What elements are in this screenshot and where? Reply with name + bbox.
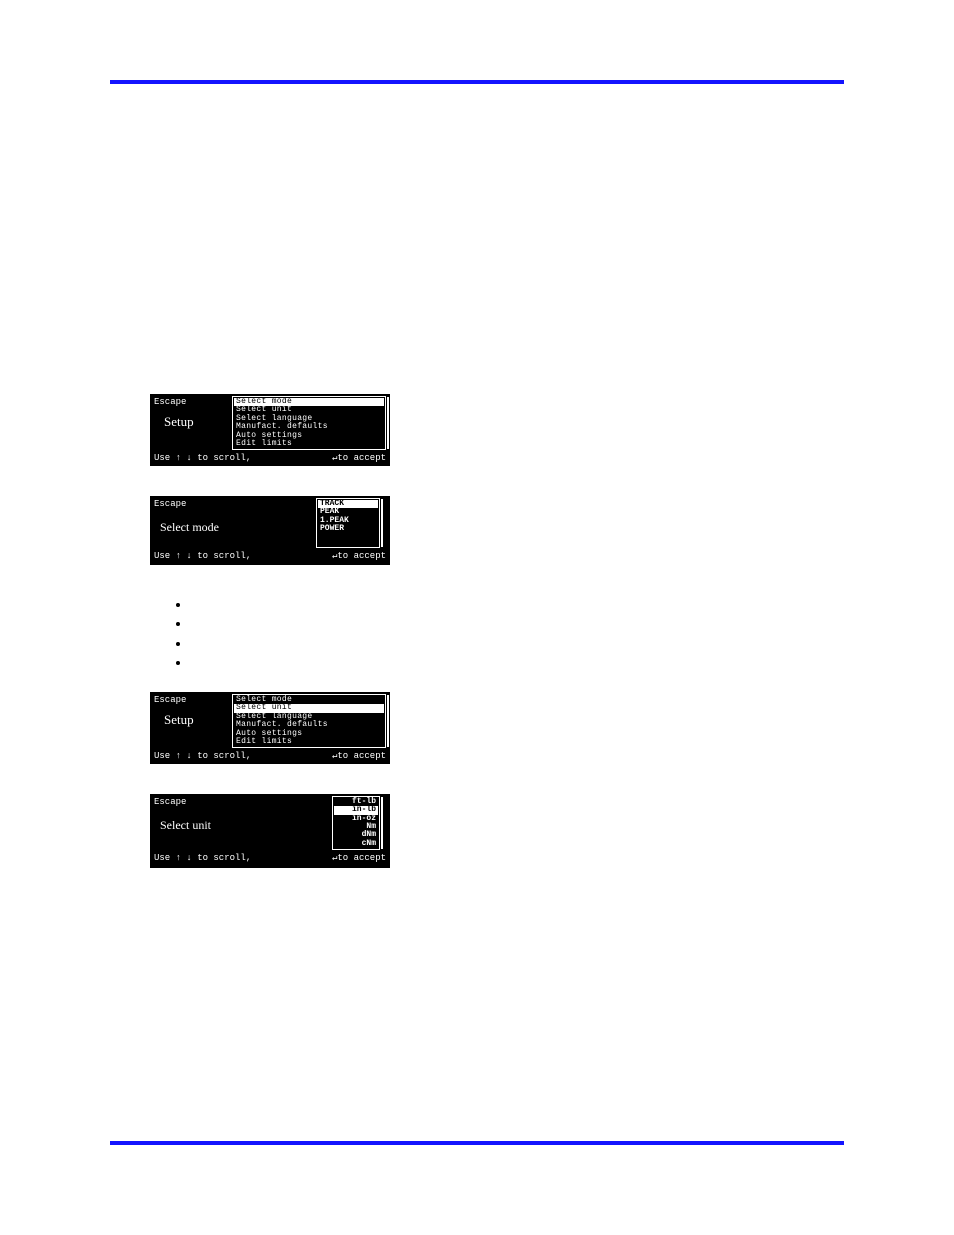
lcd-title: Setup	[154, 713, 232, 727]
lcd-title: Select mode	[154, 521, 316, 534]
top-rule	[110, 80, 844, 84]
lcd-select-mode: Escape Select mode TRACK PEAK 1.PEAK POW…	[150, 496, 390, 565]
document-page: Escape Setup Select mode Select unit Sel…	[0, 0, 954, 1235]
footer-hint-scroll: Use ↑ ↓ to scroll,	[154, 454, 251, 463]
escape-label: Escape	[154, 500, 316, 509]
lcd-setup-selectunit: Escape Setup Select mode Select unit Sel…	[150, 692, 390, 764]
scrollbar[interactable]	[387, 397, 389, 449]
footer-hint-scroll: Use ↑ ↓ to scroll,	[154, 854, 251, 863]
scrollbar[interactable]	[381, 797, 383, 849]
footer-hint-accept: ↵to accept	[332, 752, 386, 761]
footer-hint-accept: ↵to accept	[332, 454, 386, 463]
footer-hint-accept: ↵to accept	[332, 854, 386, 863]
lcd-setup-selectmode: Escape Setup Select mode Select unit Sel…	[150, 394, 390, 466]
bullet-item	[190, 634, 844, 653]
escape-label: Escape	[154, 696, 232, 705]
bullet-item	[190, 595, 844, 614]
lcd-title: Select unit	[154, 819, 332, 832]
footer-hint-accept: ↵to accept	[332, 552, 386, 561]
escape-label: Escape	[154, 798, 332, 807]
lcd-menu[interactable]: ft-lb in-lb in-oz Nm dNm cNm	[332, 796, 380, 850]
menu-item[interactable]: Edit limits	[234, 738, 384, 746]
spacer	[110, 124, 844, 384]
bullet-item	[190, 614, 844, 633]
footer-hint-scroll: Use ↑ ↓ to scroll,	[154, 752, 251, 761]
scrollbar[interactable]	[387, 695, 389, 747]
escape-label: Escape	[154, 398, 232, 407]
bullet-list	[190, 595, 844, 672]
menu-item[interactable]: POWER	[318, 525, 378, 533]
lcd-menu[interactable]: Select mode Select unit Select language …	[232, 396, 386, 450]
menu-item[interactable]: Edit limits	[234, 440, 384, 448]
lcd-menu[interactable]: Select mode Select unit Select language …	[232, 694, 386, 748]
footer-hint-scroll: Use ↑ ↓ to scroll,	[154, 552, 251, 561]
scrollbar[interactable]	[381, 499, 383, 547]
lcd-select-unit: Escape Select unit ft-lb in-lb in-oz Nm …	[150, 794, 390, 868]
lcd-title: Setup	[154, 415, 232, 429]
menu-item[interactable]: cNm	[334, 840, 378, 848]
bottom-rule	[110, 1141, 844, 1145]
bullet-item	[190, 653, 844, 672]
lcd-menu[interactable]: TRACK PEAK 1.PEAK POWER	[316, 498, 380, 548]
